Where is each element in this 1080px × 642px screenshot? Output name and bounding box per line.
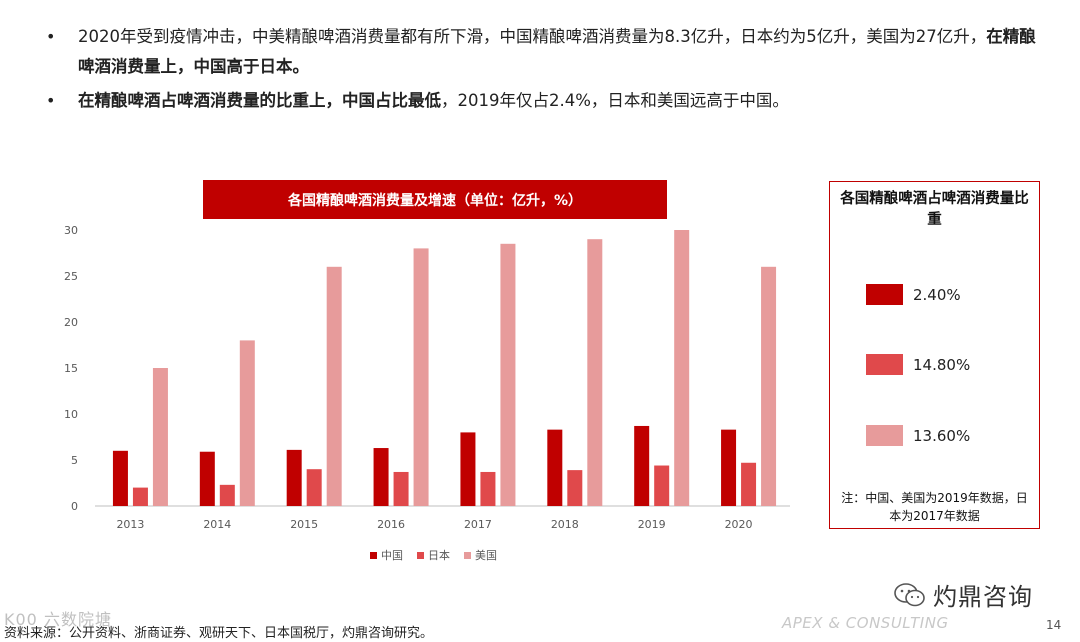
bar-中国-2014 [199, 451, 215, 506]
share-row-japan: 14.80% [866, 354, 970, 375]
bar-日本-2020 [741, 462, 757, 506]
x-tick-label: 2018 [551, 518, 579, 531]
bar-美国-2019 [674, 230, 690, 506]
bar-美国-2016 [413, 248, 429, 506]
x-tick-label: 2016 [377, 518, 405, 531]
share-swatch-china [866, 284, 903, 305]
y-tick-label: 15 [64, 362, 78, 375]
share-swatch-usa [866, 425, 903, 446]
bullet-item: • 在精酿啤酒占啤酒消费量的比重上，中国占比最低，2019年仅占2.4%，日本和美… [40, 86, 1050, 116]
bar-中国-2017 [460, 432, 476, 506]
bar-美国-2018 [587, 239, 603, 506]
bar-日本-2015 [306, 469, 322, 506]
share-value-japan: 14.80% [913, 355, 971, 374]
y-tick-label: 20 [64, 316, 78, 329]
legend-swatch [417, 551, 424, 559]
y-tick-label: 0 [71, 500, 78, 513]
source-note: 资料来源：公开资料、浙商证券、观研天下、日本国税厅，灼鼎咨询研究。 [4, 626, 434, 641]
bar-美国-2020 [761, 266, 777, 506]
legend-item: 日本 [417, 547, 450, 563]
bar-美国-2013 [152, 368, 168, 506]
bar-美国-2015 [326, 266, 342, 506]
legend-swatch [370, 551, 377, 559]
bullet-item: • 2020年受到疫情冲击，中美精酿啤酒消费量都有所下滑，中国精酿啤酒消费量为8.… [40, 22, 1050, 82]
y-tick-label: 10 [64, 408, 78, 421]
y-tick-label: 5 [71, 454, 78, 467]
bar-日本-2014 [219, 484, 235, 506]
legend-item: 美国 [464, 547, 497, 563]
x-tick-label: 2017 [464, 518, 492, 531]
bullet-text: ，2019年仅占2.4%，日本和美国远高于中国。 [441, 91, 789, 110]
bar-中国-2019 [634, 425, 650, 506]
bullet-list: • 2020年受到疫情冲击，中美精酿啤酒消费量都有所下滑，中国精酿啤酒消费量为8.… [40, 22, 1050, 116]
legend-item: 中国 [370, 547, 403, 563]
x-tick-label: 2015 [290, 518, 318, 531]
bar-日本-2017 [480, 471, 496, 506]
bullet-text: 2020年受到疫情冲击，中美精酿啤酒消费量都有所下滑，中国精酿啤酒消费量为8.3… [78, 27, 987, 46]
share-row-usa: 13.60% [866, 425, 970, 446]
x-tick-label: 2013 [116, 518, 144, 531]
bar-中国-2020 [721, 429, 737, 506]
x-tick-label: 2014 [203, 518, 231, 531]
chart-legend: 中国 日本 美国 [370, 547, 497, 563]
legend-label: 中国 [381, 549, 403, 562]
brand-logo: 灼鼎咨询 [893, 577, 1033, 612]
brand-name: 灼鼎咨询 [933, 583, 1033, 611]
y-tick-label: 30 [64, 224, 78, 237]
bar-日本-2016 [393, 471, 409, 506]
x-tick-label: 2020 [725, 518, 753, 531]
share-panel: 各国精酿啤酒占啤酒消费量比重 2.40% 14.80% 13.60% 注：中国、… [829, 181, 1040, 529]
share-swatch-japan [866, 354, 903, 375]
page-number: 14 [1046, 618, 1062, 632]
share-row-china: 2.40% [866, 284, 961, 305]
watermark-left: K00 六数院塘 [4, 610, 112, 629]
y-tick-label: 25 [64, 270, 78, 283]
bullet-text-bold: 在精酿啤酒消费量上，中国高于日本。 [78, 27, 1036, 76]
bar-美国-2017 [500, 243, 516, 507]
share-panel-title: 各国精酿啤酒占啤酒消费量比重 [840, 191, 1029, 228]
legend-swatch [464, 551, 471, 559]
bullet-text-bold: 在精酿啤酒占啤酒消费量的比重上，中国占比最低 [78, 91, 441, 110]
bar-日本-2018 [567, 470, 583, 506]
chart-title: 各国精酿啤酒消费量及增速（单位：亿升，%） [203, 180, 667, 219]
bar-日本-2019 [654, 465, 670, 506]
bar-日本-2013 [132, 487, 148, 506]
bar-中国-2016 [373, 448, 389, 506]
bar-美国-2014 [239, 340, 255, 506]
legend-label: 日本 [428, 549, 450, 562]
bullet-dot: • [46, 91, 56, 110]
share-value-usa: 13.60% [913, 426, 971, 445]
wechat-icon [894, 582, 925, 606]
x-tick-label: 2019 [638, 518, 666, 531]
share-value-china: 2.40% [913, 285, 961, 304]
watermark-apex: APEX & CONSULTING [782, 614, 949, 632]
legend-label: 美国 [475, 549, 497, 562]
bar-中国-2015 [286, 449, 302, 506]
bar-chart: 0 5 10 15 20 25 30 2013 2014 2015 2016 2017 2018 2019… [64, 224, 790, 531]
bar-中国-2013 [112, 450, 128, 506]
bar-中国-2018 [547, 429, 563, 506]
share-panel-note: 注：中国、美国为2019年数据，日本为2017年数据 [841, 491, 1028, 523]
bullet-dot: • [46, 27, 56, 46]
